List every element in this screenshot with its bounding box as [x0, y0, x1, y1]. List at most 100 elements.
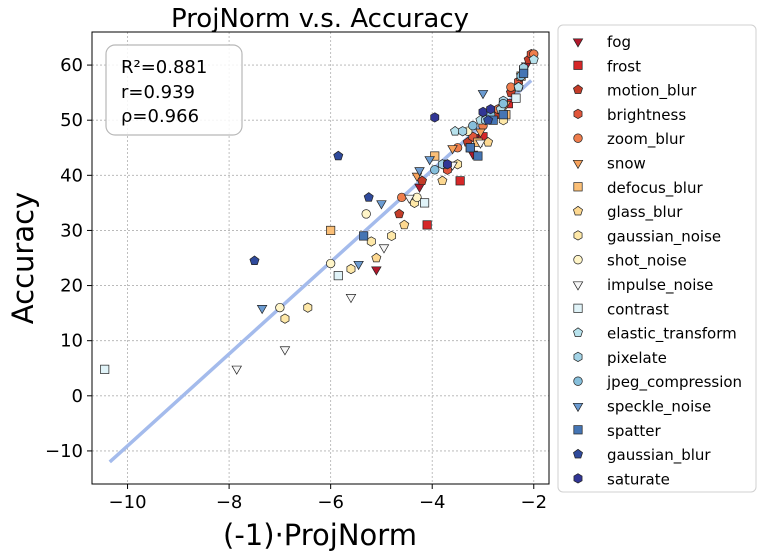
data-point	[346, 263, 356, 275]
data-point	[486, 104, 496, 115]
legend-marker	[573, 182, 583, 192]
data-point	[353, 260, 364, 271]
data-points	[100, 48, 539, 375]
legend-label: fog	[607, 33, 631, 51]
legend-item-zoom-blur: zoom_blur	[573, 130, 686, 149]
data-point	[528, 54, 539, 64]
x-axis-label: (-1)·ProjNorm	[223, 518, 417, 552]
legend-label: elastic_transform	[607, 325, 737, 344]
legend-item-gaussian-blur: gaussian_blur	[573, 446, 711, 465]
legend-label: impulse_noise	[607, 276, 713, 295]
series-glass-blur	[371, 137, 494, 263]
data-point	[465, 143, 475, 153]
series-spatter	[359, 68, 529, 241]
data-point	[443, 159, 452, 170]
y-axis-label: Accuracy	[6, 192, 40, 324]
legend-item-contrast: contrast	[573, 300, 669, 318]
legend-label: pixelate	[607, 349, 667, 367]
legend-item-jpeg-compression: jpeg_compression	[573, 373, 742, 392]
x-tick-label: −4	[419, 492, 446, 513]
legend: fog frost motion_blur brightness zoom_blursn…	[557, 24, 757, 493]
legend-marker	[573, 108, 583, 120]
legend-item-elastic-transform: elastic_transform	[573, 325, 737, 344]
data-point	[366, 236, 376, 247]
legend-marker	[572, 38, 584, 48]
legend-marker	[572, 159, 584, 170]
data-point	[412, 192, 422, 203]
legend-label: snow	[607, 155, 646, 173]
data-point	[430, 112, 440, 123]
series-saturate	[430, 104, 496, 170]
series-elastic-transform	[450, 54, 539, 136]
data-point	[511, 93, 521, 103]
y-tick-label: 20	[60, 276, 83, 297]
data-point	[430, 165, 440, 175]
data-point	[326, 225, 336, 235]
data-point	[376, 200, 387, 210]
x-tick-label: −6	[317, 492, 344, 513]
legend-marker	[572, 402, 584, 413]
legend-item-pixelate: pixelate	[573, 349, 667, 367]
data-point	[326, 258, 336, 269]
data-point	[424, 156, 435, 166]
data-point	[371, 252, 382, 263]
data-point	[430, 151, 440, 161]
data-point	[249, 255, 260, 265]
stats-box: R²=0.881 r=0.939 ρ=0.966	[105, 44, 243, 136]
data-point	[455, 176, 465, 186]
legend-label: saturate	[607, 470, 670, 488]
legend-marker	[573, 473, 583, 484]
data-point	[475, 139, 486, 149]
series-impulse-noise	[231, 139, 486, 375]
y-axis-ticks: −10 0 10 20 30 40 50 60	[45, 55, 92, 462]
stat-spearman-rho: ρ=0.966	[121, 106, 199, 127]
data-point	[422, 220, 432, 230]
legend-label: glass_blur	[607, 203, 683, 222]
data-point	[475, 128, 486, 138]
legend-frame	[557, 24, 757, 493]
legend-marker	[573, 255, 583, 265]
data-point	[100, 364, 110, 374]
y-tick-label: −10	[45, 441, 83, 462]
data-point	[394, 208, 405, 219]
legend-marker	[572, 281, 584, 291]
legend-label: motion_blur	[607, 82, 697, 101]
legend-label: brightness	[607, 106, 686, 124]
legend-marker	[573, 60, 583, 70]
legend-label: gaussian_noise	[607, 227, 721, 246]
data-point	[275, 302, 285, 313]
data-point	[483, 114, 494, 125]
legend-marker	[573, 230, 583, 241]
series-gaussian-blur	[249, 114, 494, 265]
legend-item-gaussian-noise: gaussian_noise	[573, 227, 721, 246]
y-tick-label: 60	[60, 55, 83, 76]
legend-item-glass-blur: glass_blur	[573, 203, 683, 222]
legend-item-frost: frost	[573, 57, 641, 75]
legend-label: shot_noise	[607, 252, 687, 271]
data-point	[387, 230, 397, 242]
legend-item-snow: snow	[572, 155, 646, 173]
y-tick-label: 30	[60, 220, 83, 241]
legend-marker	[573, 425, 583, 435]
legend-item-saturate: saturate	[573, 470, 670, 488]
legend-label: zoom_blur	[607, 130, 686, 149]
data-point	[447, 145, 458, 155]
y-tick-label: 40	[60, 165, 83, 186]
legend-marker	[573, 303, 583, 313]
data-point	[458, 126, 468, 137]
data-point	[468, 121, 478, 131]
data-point	[478, 106, 488, 118]
data-point	[378, 244, 390, 254]
data-point	[437, 175, 448, 186]
data-point	[359, 231, 369, 241]
data-point	[397, 192, 407, 203]
x-axis-ticks: −10 −8 −6 −4 −2	[109, 484, 547, 513]
legend-label: defocus_blur	[607, 179, 703, 198]
legend-item-speckle-noise: speckle_noise	[572, 398, 711, 417]
data-point	[519, 68, 529, 78]
data-point	[399, 219, 410, 230]
legend-item-defocus-blur: defocus_blur	[573, 179, 703, 198]
data-point	[473, 151, 483, 161]
data-point	[363, 192, 374, 202]
